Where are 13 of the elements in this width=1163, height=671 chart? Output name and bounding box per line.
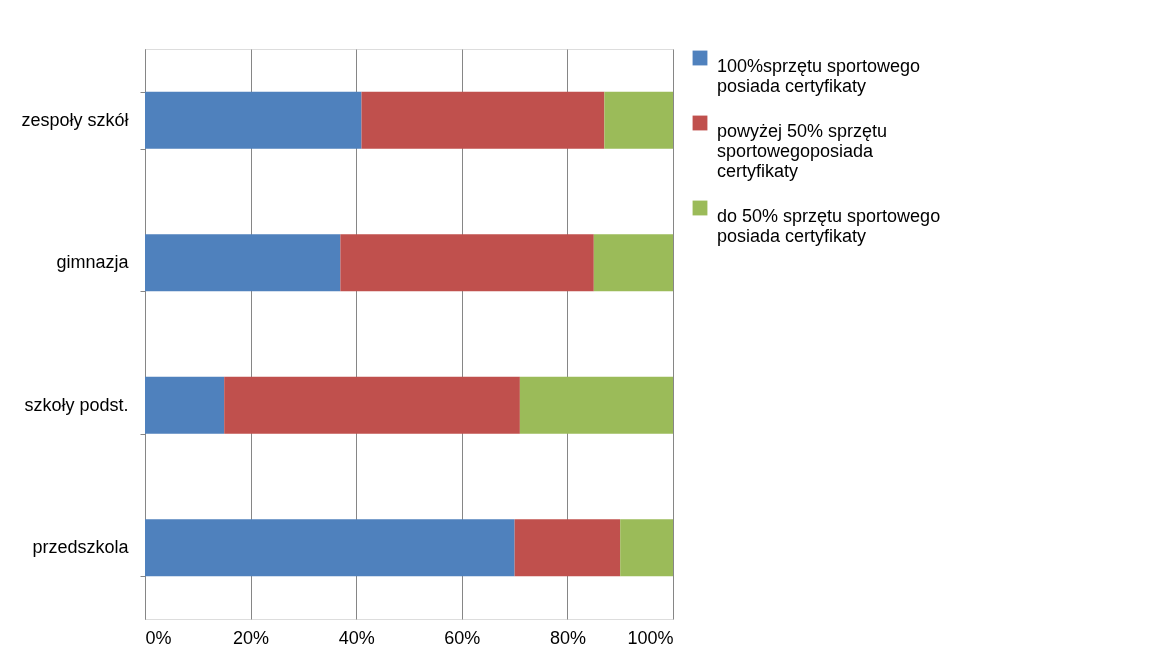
legend-label: powyżej 50% sprzętu sportowegoposiada certyfikaty	[717, 121, 888, 181]
legend-label: do 50% sprzętu sportowego posiada certyfikaty	[717, 206, 941, 246]
x-tick-label: 60%	[444, 627, 481, 648]
y-tick-label: gimnazja	[56, 252, 130, 273]
y-tick-label: zespoły szkół	[21, 109, 129, 130]
x-tick-label: 20%	[233, 627, 270, 648]
x-tick-label: 100%	[627, 627, 674, 648]
x-tick-label: 80%	[549, 627, 586, 648]
y-tick-label: przedszkola	[32, 537, 130, 558]
legend-label: 100%sprzętu sportowego posiada certyfikaty	[717, 56, 921, 96]
y-tick-label: szkoły podst.	[24, 394, 129, 415]
x-tick-label: 0%	[145, 627, 172, 648]
x-tick-label: 40%	[338, 627, 375, 648]
